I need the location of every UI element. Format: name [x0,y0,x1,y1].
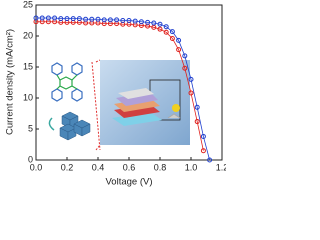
inset-molecule [42,58,94,141]
data-point [101,17,107,23]
data-point [182,53,188,59]
x-tick-label: 0.4 [92,162,105,172]
data-point [188,90,194,96]
inset-device [91,59,190,151]
data-point [169,29,175,35]
data-point [58,16,64,22]
data-point [157,26,163,32]
y-tick-label: 10 [23,92,33,102]
data-point [163,29,169,35]
data-point [114,17,120,23]
data-point [169,35,175,41]
data-point [89,16,95,22]
data-point [138,19,144,25]
data-point [126,18,132,23]
x-tick-label: 1.2 [216,162,226,172]
data-point [200,133,206,139]
data-point [76,16,82,22]
data-point [39,15,45,21]
y-tick-label: 25 [23,0,33,9]
data-point [70,16,76,22]
data-point [145,19,151,25]
data-point [176,47,182,53]
data-point [132,18,138,24]
x-tick-label: 1.0 [185,162,198,172]
data-point [83,16,89,22]
x-tick-label: 0.2 [61,162,74,172]
x-tick-label: 0.8 [154,162,167,172]
y-tick-label: 15 [23,61,33,71]
y-axis-title: Current density (mA/cm²) [5,29,16,135]
data-point [33,15,39,21]
y-tick-label: 0 [28,154,33,164]
data-point [157,21,163,27]
data-point [200,148,206,154]
data-point [151,20,157,26]
data-point [52,15,58,21]
x-axis-title: Voltage (V) [106,177,153,188]
data-point [120,18,126,23]
data-point [182,65,188,71]
data-point [194,104,200,110]
x-tick-label: 0.6 [123,162,136,172]
chart: Voltage (V) Current density (mA/cm²) 0.0… [5,0,226,188]
data-point [207,157,213,163]
data-point [163,24,169,30]
page: {"chart_data": {"type": "line", "x_label… [4,0,226,188]
data-point [188,76,194,82]
data-point [107,17,113,23]
data-point [194,119,200,125]
data-point [64,16,70,22]
data-point [45,15,51,21]
x-tick-label: 0.0 [30,162,43,172]
y-tick-label: 20 [23,30,33,40]
data-point [95,16,101,22]
y-tick-label: 5 [28,123,33,133]
series-line [36,21,204,151]
data-point [176,37,182,43]
